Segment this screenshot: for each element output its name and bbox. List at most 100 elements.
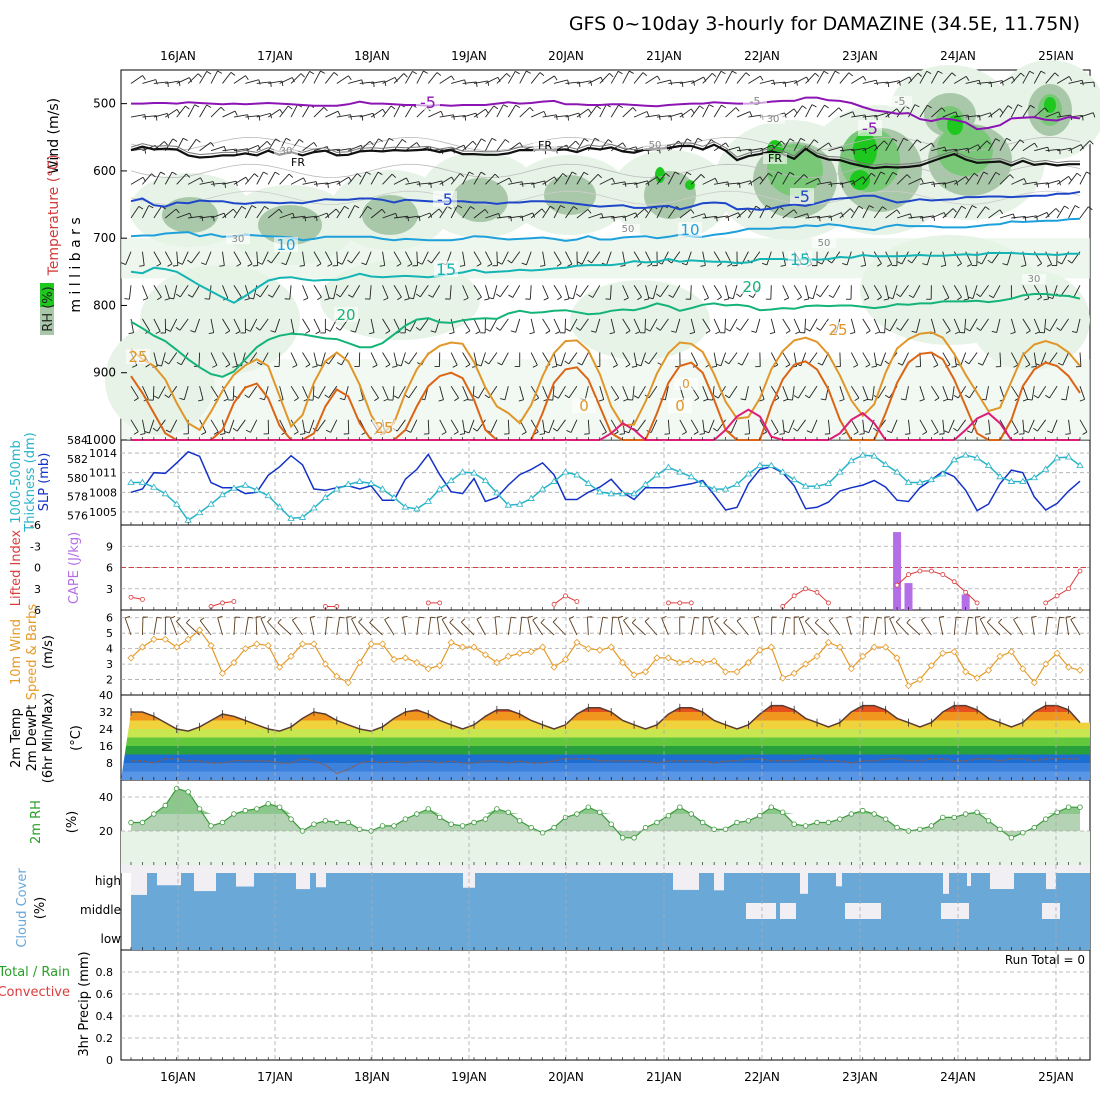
date-label-bottom: 17JAN (257, 1070, 293, 1084)
rh2m-marker (689, 812, 694, 817)
rh2m-marker (563, 815, 568, 820)
wind-barb-flag (700, 434, 705, 435)
rh2m-marker (254, 807, 259, 812)
wind-barb-staff (573, 285, 577, 299)
wind-barb-flag (303, 178, 305, 182)
wind-barb-flag (383, 109, 386, 113)
upper-air-ytick: 700 (93, 231, 116, 245)
wind-barb-flag (172, 172, 176, 174)
wind-barb-flag (816, 328, 820, 331)
rh-shade-bright (947, 115, 963, 135)
date-label-top: 21JAN (646, 49, 682, 63)
wind-barb-staff (543, 285, 549, 298)
wind-barb-staff (634, 73, 643, 84)
rh2m-marker (437, 815, 442, 820)
slp-ytick: 1008 (89, 486, 117, 499)
wind-barb-flag (528, 616, 533, 617)
wind-barb-staff (623, 107, 633, 117)
rh2m-marker (666, 813, 671, 818)
wind-barb-staff (657, 80, 671, 83)
date-label-bottom: 19JAN (451, 1070, 487, 1084)
wind-barb-flag (423, 71, 427, 73)
date-label-bottom: 18JAN (354, 1070, 390, 1084)
contour-label: 0 (579, 397, 589, 415)
wind-barb-staff (256, 617, 257, 635)
cloud-gap-middle (746, 903, 776, 919)
wind-barb-staff (485, 77, 498, 83)
wind-barb-flag (721, 105, 725, 108)
wind10-marker (265, 643, 271, 649)
wind10-marker (402, 655, 408, 661)
wind10-ytick: 4 (106, 643, 113, 656)
wind-barb-staff (714, 319, 720, 332)
rh2m-marker (769, 805, 774, 810)
wind-barb-staff (794, 77, 806, 83)
wind-barb-staff (325, 617, 327, 635)
rh2m-marker (232, 812, 237, 817)
wind-barb-flag (288, 106, 292, 109)
rh-shade-bright (1044, 97, 1056, 113)
wind10-marker (905, 683, 911, 689)
rh2m-marker (1055, 810, 1060, 815)
thickness-ytick: 582 (67, 453, 88, 466)
rh2m-plot (121, 786, 1090, 865)
wind-barb-flag (267, 618, 271, 621)
contour-label: 20 (742, 278, 761, 296)
contour-label: FR (768, 152, 782, 165)
rh2m-marker (678, 805, 683, 810)
wind-barb-staff (351, 619, 359, 635)
wind-barb-staff (813, 285, 817, 298)
rh2m-marker (163, 803, 168, 808)
contour-label: 15 (790, 250, 810, 269)
wind-barb-staff (142, 617, 143, 635)
wind-barb-flag (408, 216, 409, 221)
wind-barb-staff (303, 105, 310, 117)
wind-barb-flag (987, 619, 991, 623)
wind-barb-flag (505, 139, 509, 142)
date-label-top: 22JAN (744, 49, 780, 63)
li-line (1046, 571, 1080, 603)
wind-barb-flag (289, 174, 293, 177)
wind-barb-flag (196, 139, 200, 142)
wind-barb-flag (316, 331, 320, 333)
wind-barb-flag (555, 332, 560, 334)
wind10-plot (125, 616, 1083, 688)
wind-barb-flag (173, 139, 177, 142)
wind-barb-flag (866, 331, 870, 334)
rh2m-marker (1078, 805, 1083, 810)
wind-barb-flag (1077, 173, 1081, 176)
upper-air-ytick: 1000 (85, 433, 116, 447)
wind-barb-flag (177, 109, 180, 113)
contour-label: 50 (622, 224, 635, 235)
wind-barb-staff (726, 285, 729, 299)
wind-barb-staff (1046, 617, 1048, 635)
li-line (783, 589, 829, 607)
wind-barb-flag (907, 619, 910, 623)
wind-barb-flag (275, 172, 279, 174)
wind-barb-flag (195, 105, 199, 107)
wind-barb-staff (611, 71, 618, 83)
rh2m-marker (929, 824, 934, 829)
wind-barb-staff (662, 618, 669, 635)
rh2m-marker (472, 820, 477, 825)
wind-barb-flag (139, 266, 144, 267)
contour-label: -5 (750, 95, 761, 108)
wind-barb-flag (522, 617, 527, 618)
contour-label: FR (538, 139, 552, 152)
wind-barb-staff (760, 80, 774, 83)
cloud-gap-top (121, 865, 1090, 873)
contour-label: 0 (682, 377, 690, 391)
wind-barb-flag (310, 71, 314, 74)
wind-barb-staff (428, 111, 441, 117)
li-marker (1067, 587, 1071, 591)
wind-barb-flag (956, 617, 961, 618)
li-marker (941, 573, 945, 577)
wind-barb-staff (513, 285, 520, 297)
panel-frame-pr (121, 950, 1090, 1060)
cloud-gap-high (967, 873, 971, 886)
rh2m-marker (380, 824, 385, 829)
temp-band (121, 763, 1090, 772)
wind-barb-staff (756, 319, 760, 333)
rh2m-marker (220, 820, 225, 825)
rh2m-marker (655, 820, 660, 825)
